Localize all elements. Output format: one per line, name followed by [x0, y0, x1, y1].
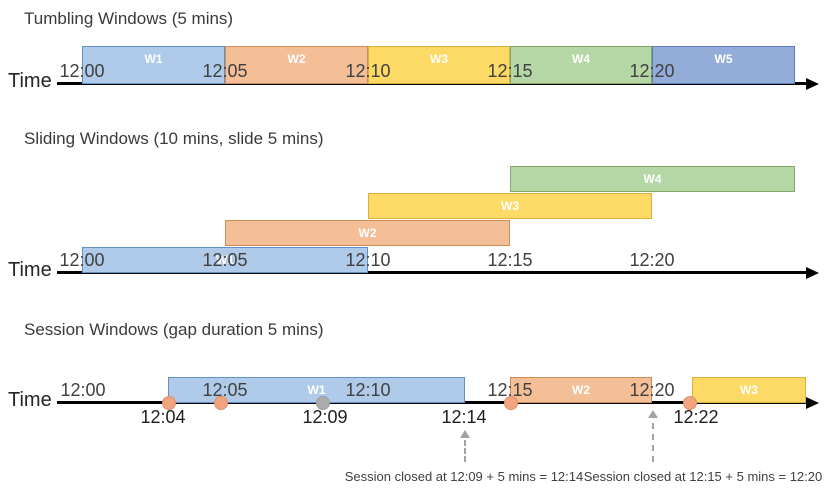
section-title-session: Session Windows (gap duration 5 mins): [24, 320, 324, 339]
window-label: W1: [216, 253, 234, 267]
event-dot: [683, 396, 697, 410]
tick-label: 12:10: [345, 61, 391, 81]
event-dot: [214, 396, 228, 410]
window-box: [510, 46, 652, 84]
timeline: [57, 82, 806, 85]
event-dot: [316, 396, 330, 410]
timeline-arrowhead: [806, 77, 819, 90]
window-label: W5: [714, 52, 733, 66]
dashed-arrow: [464, 432, 466, 462]
section-title-tumbling: Tumbling Windows (5 mins): [24, 9, 234, 28]
window-box: [368, 193, 652, 219]
tick-label: 12:15: [487, 250, 533, 270]
window-box: [510, 377, 652, 403]
window-label: W4: [643, 172, 662, 186]
window-box: [225, 220, 510, 246]
time-axis-label: Time: [8, 389, 52, 411]
event-time-label: 12:22: [673, 407, 719, 427]
tick-label: 12:00: [59, 250, 105, 270]
window-label: W1: [307, 383, 326, 397]
window-label: W2: [287, 52, 306, 66]
dashed-arrow: [652, 412, 654, 462]
tick-label: 12:00: [59, 61, 105, 81]
event-time-label: 12:14: [441, 407, 487, 427]
tick-label: 12:10: [345, 250, 391, 270]
time-axis-label: Time: [8, 70, 52, 92]
window-label: W3: [430, 52, 448, 66]
window-label: W1: [144, 52, 163, 66]
event-time-label: 12:09: [302, 407, 348, 427]
dashed-arrow-head: [648, 410, 658, 418]
tick-label: 12:20: [629, 61, 675, 81]
window-box: [225, 46, 368, 84]
time-axis-label: Time: [8, 259, 52, 281]
window-label: W2: [572, 383, 590, 397]
event-time-label: 12:04: [140, 407, 186, 427]
window-label: W4: [572, 52, 590, 66]
timeline: [57, 401, 806, 404]
tick-label: 12:20: [629, 250, 675, 270]
session-annotation: Session closed at 12:09 + 5 mins = 12:14: [344, 469, 584, 484]
tick-label: 12:15: [487, 61, 533, 81]
session-annotation: Session closed at 12:15 + 5 mins = 12:20: [583, 469, 823, 484]
section-title-sliding: Sliding Windows (10 mins, slide 5 mins): [24, 129, 324, 148]
tick-label: 12:05: [202, 380, 248, 400]
window-box: [652, 46, 795, 84]
window-box: [510, 166, 795, 192]
window-label: W3: [501, 199, 519, 213]
window-box: [82, 46, 225, 84]
window-box: [692, 377, 806, 403]
tick-label: 12:00: [60, 380, 106, 400]
tick-label: 12:15: [487, 380, 533, 400]
timeline-arrowhead: [806, 396, 819, 409]
timeline: [57, 271, 806, 274]
window-box: [168, 377, 465, 403]
tick-label: 12:05: [202, 61, 248, 81]
window-box: [368, 46, 510, 84]
window-label: W2: [358, 226, 377, 240]
event-dot: [162, 396, 176, 410]
tick-label: 12:20: [629, 380, 675, 400]
window-box: [82, 247, 368, 273]
event-dot: [504, 396, 518, 410]
timeline-arrowhead: [806, 266, 819, 279]
window-label: W3: [740, 383, 758, 397]
tick-label: 12:05: [202, 250, 248, 270]
tick-label: 12:10: [345, 380, 391, 400]
dashed-arrow-head: [460, 430, 470, 438]
